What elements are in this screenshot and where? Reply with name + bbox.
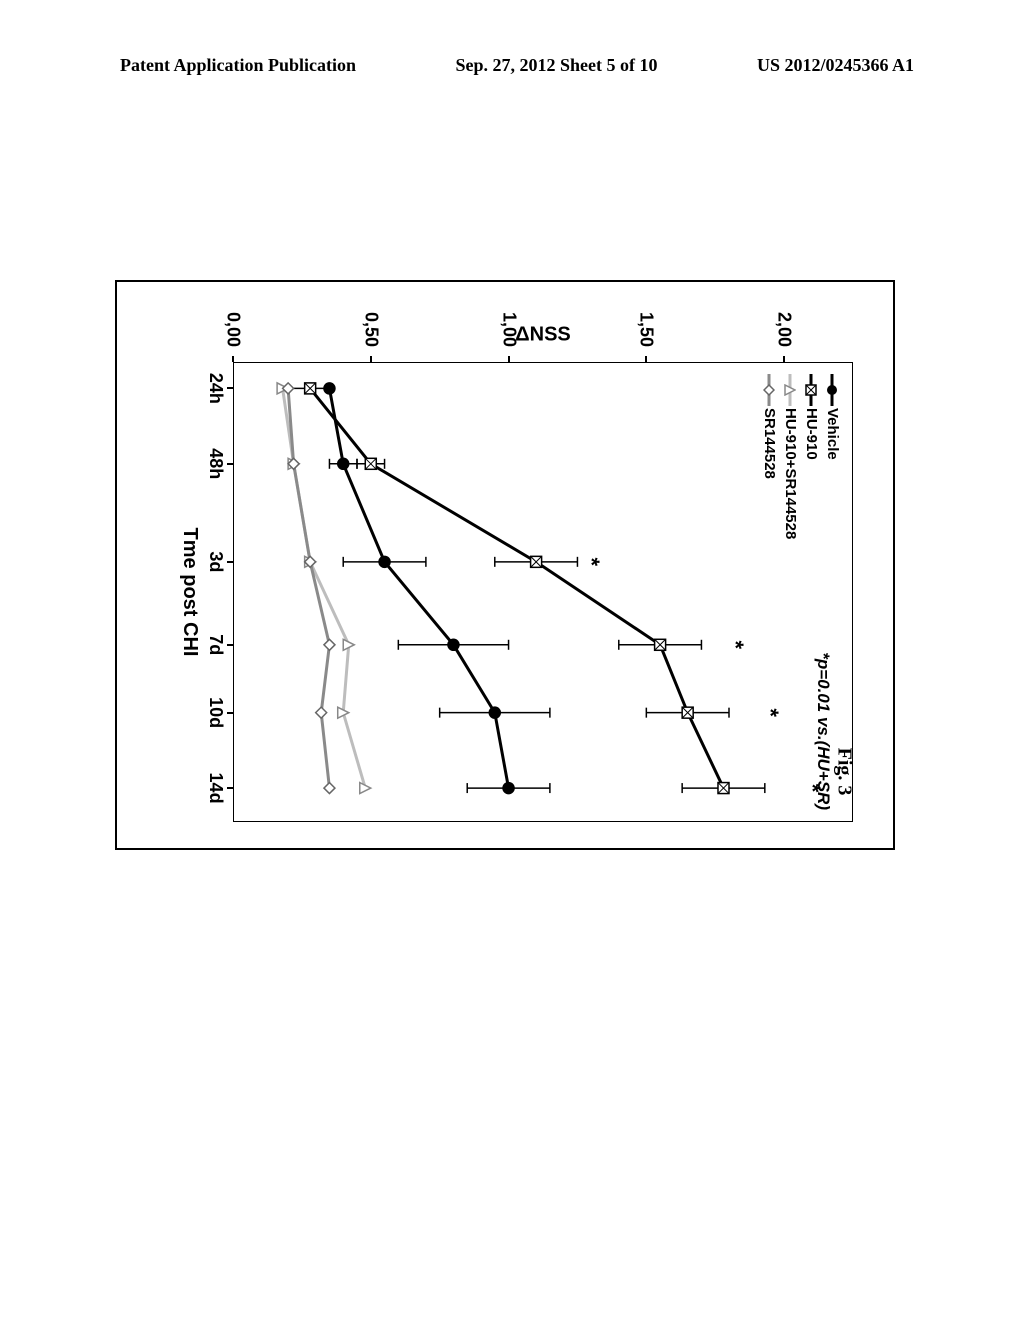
y-tick-mark	[508, 356, 510, 362]
header-right: US 2012/0245366 A1	[757, 55, 914, 76]
y-tick-mark	[370, 356, 372, 362]
figure-container: ΔNSS Tme post CHI Vehicle HU-910	[115, 280, 895, 850]
y-tick-label: 0,00	[223, 312, 244, 347]
y-tick-mark	[783, 356, 785, 362]
x-tick-mark	[227, 787, 233, 789]
header-center: Sep. 27, 2012 Sheet 5 of 10	[456, 55, 658, 76]
y-tick-mark	[232, 356, 234, 362]
significance-mark: *	[578, 558, 604, 567]
x-tick-label: 7d	[205, 634, 226, 655]
y-tick-label: 1,00	[498, 312, 519, 347]
significance-mark: *	[757, 708, 783, 717]
y-tick-label: 1,50	[636, 312, 657, 347]
page-header: Patent Application Publication Sep. 27, …	[0, 55, 1024, 76]
y-tick-mark	[645, 356, 647, 362]
header-left: Patent Application Publication	[120, 55, 356, 76]
x-tick-mark	[227, 644, 233, 646]
x-tick-label: 10d	[205, 697, 226, 728]
x-tick-label: 3d	[205, 551, 226, 572]
y-tick-label: 2,00	[774, 312, 795, 347]
y-tick-label: 0,50	[360, 312, 381, 347]
significance-mark: *	[799, 784, 825, 793]
figure-label: Fig. 3	[832, 748, 855, 796]
x-tick-label: 14d	[205, 773, 226, 804]
y-axis-label: ΔNSS	[515, 323, 571, 346]
significance-mark: *	[722, 641, 748, 650]
x-tick-mark	[227, 561, 233, 563]
x-tick-label: 24h	[205, 373, 226, 404]
chart-svg	[233, 362, 853, 822]
x-tick-mark	[227, 387, 233, 389]
x-axis-label: Tme post CHI	[178, 528, 201, 657]
x-tick-mark	[227, 712, 233, 714]
plot-area: ΔNSS Tme post CHI Vehicle HU-910	[233, 362, 853, 822]
chart-inner: ΔNSS Tme post CHI Vehicle HU-910	[117, 282, 893, 848]
x-tick-mark	[227, 463, 233, 465]
x-tick-label: 48h	[205, 448, 226, 479]
